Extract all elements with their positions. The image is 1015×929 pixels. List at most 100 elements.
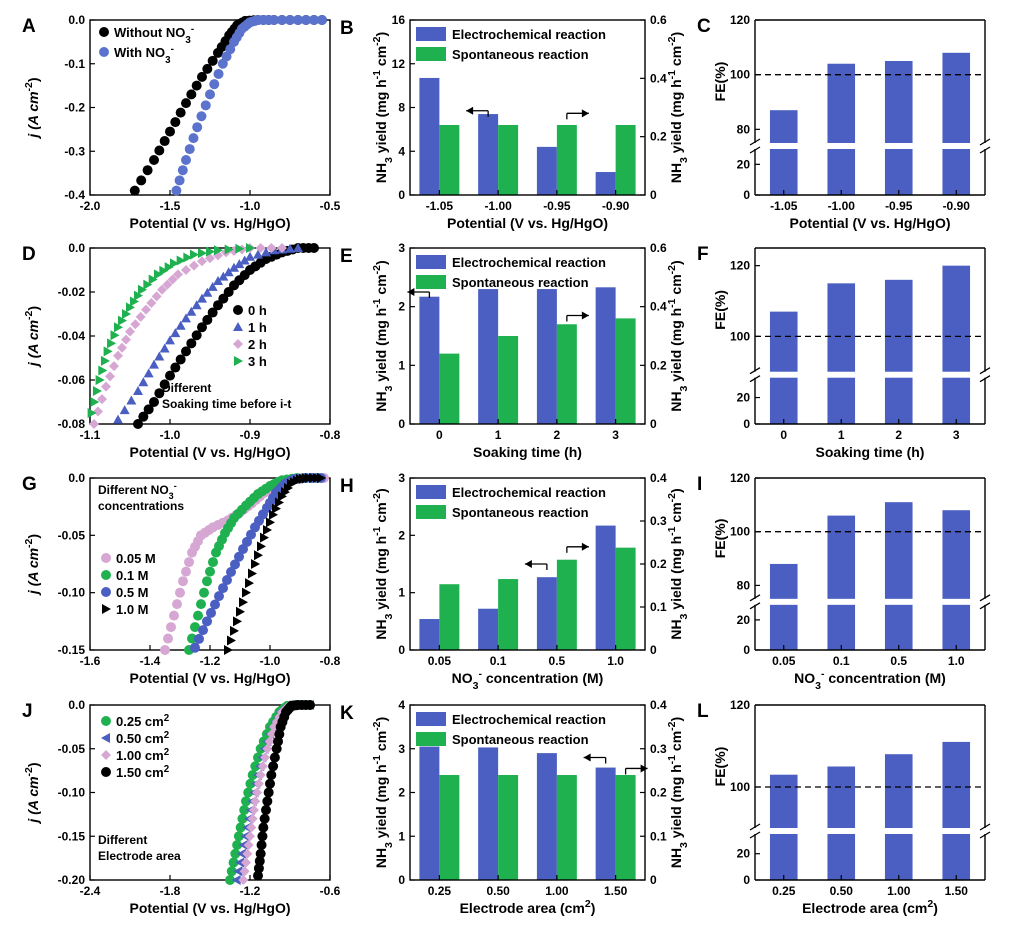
- y-axis-title: j (A cm-2): [23, 534, 41, 596]
- legend-swatch: [416, 275, 446, 289]
- data-point: [129, 185, 140, 196]
- y-tick-label: 100: [730, 329, 750, 343]
- annotation-text: Different: [98, 833, 147, 847]
- y-tick-label: 2: [398, 300, 405, 314]
- axis-break-mark: [749, 602, 761, 610]
- legend-marker: [102, 604, 111, 614]
- data-point: [239, 866, 250, 877]
- data-point: [136, 175, 147, 186]
- legend-label: Electrochemical reaction: [452, 27, 606, 42]
- data-point: [138, 377, 149, 387]
- fe-bar: [769, 311, 798, 372]
- x-tick-label: -0.8: [320, 654, 341, 668]
- data-point: [125, 326, 135, 337]
- bar-electrochemical: [536, 289, 557, 424]
- panel-letter: K: [340, 703, 354, 724]
- data-point: [263, 524, 272, 535]
- x-tick-label: 1.0: [607, 654, 624, 668]
- data-point: [260, 532, 269, 543]
- data-point: [255, 243, 266, 253]
- x-tick-label: 1.00: [545, 884, 569, 898]
- data-point: [254, 856, 265, 867]
- data-point: [256, 840, 267, 850]
- data-point: [242, 848, 253, 859]
- data-point: [266, 517, 275, 528]
- data-point: [317, 15, 327, 25]
- fe-bar: [769, 110, 798, 143]
- y2-tick-label: 0: [650, 643, 657, 657]
- x-axis-title: Potential (V vs. Hg/HgO): [129, 215, 290, 231]
- axis-break-mark: [979, 831, 991, 839]
- data-point: [197, 71, 207, 82]
- axis-arrow-head: [581, 311, 589, 320]
- x-tick-label: 0.50: [486, 884, 510, 898]
- data-point: [191, 300, 202, 310]
- data-point: [170, 362, 181, 373]
- y-tick-label: 0.0: [68, 698, 85, 712]
- axis-arrow-head: [407, 288, 415, 296]
- axis-arrow-head: [640, 764, 648, 773]
- x-tick-label: -1.05: [426, 199, 454, 213]
- y-tick-label: 120: [730, 698, 750, 712]
- data-point: [249, 805, 259, 815]
- data-point: [186, 338, 197, 349]
- data-point: [181, 566, 191, 577]
- data-point: [228, 857, 239, 868]
- data-point: [122, 309, 131, 319]
- x-tick-label: -0.9: [240, 428, 261, 442]
- y-tick-label: 0: [743, 417, 750, 431]
- data-point: [255, 848, 266, 859]
- x-tick-label: -1.1: [80, 428, 101, 442]
- y-tick-label: -0.08: [58, 417, 86, 431]
- legend-label: 0.1 M: [116, 568, 149, 583]
- x-tick-label: 0.5: [549, 654, 566, 668]
- x-tick-label: -1.0: [260, 654, 281, 668]
- data-point: [197, 256, 207, 267]
- fe-bar: [827, 834, 856, 880]
- data-point: [199, 587, 209, 598]
- data-point: [196, 111, 207, 122]
- x-tick-label: -1.4: [140, 654, 161, 668]
- y-tick-label: 0: [398, 188, 405, 202]
- y-axis-title: j (A cm-2): [23, 77, 41, 139]
- y2-tick-label: 0.2: [650, 786, 667, 800]
- x-tick-label: 0.25: [428, 884, 452, 898]
- x-tick-label: 1.50: [945, 884, 969, 898]
- data-point: [247, 813, 258, 824]
- fe-bar: [942, 604, 971, 650]
- axis-break-mark: [979, 375, 991, 383]
- data-point: [209, 79, 220, 90]
- y2-tick-label: 0.1: [650, 829, 667, 843]
- y2-tick-label: 0.2: [650, 557, 667, 571]
- y2-tick-label: 0.2: [650, 130, 667, 144]
- x-axis-title: NO3- concentration (M): [794, 668, 946, 692]
- annotation-text: concentrations: [98, 499, 184, 513]
- legend-label: 0.05 M: [116, 551, 156, 566]
- panel-G: G -1.6 -1.4 -1.2 -1.0 -0.8 0.0 -0.05 -0.10 -0.15 P…: [22, 471, 341, 686]
- data-point: [164, 262, 174, 273]
- bar-spontaneous: [439, 775, 460, 880]
- data-point: [238, 840, 248, 850]
- data-point: [148, 274, 158, 285]
- x-axis-title: Soaking time (h): [473, 444, 582, 460]
- legend-swatch: [416, 47, 446, 61]
- data-point: [277, 15, 287, 25]
- data-point: [234, 551, 244, 562]
- data-point: [188, 133, 199, 144]
- data-point: [149, 155, 159, 165]
- legend-label: 3 h: [248, 354, 267, 369]
- annotation-text: Different: [162, 381, 211, 395]
- plot-frame: [409, 247, 646, 425]
- y2-tick-label: 0: [650, 873, 657, 887]
- data-point: [184, 144, 195, 155]
- data-point: [260, 752, 271, 763]
- legend-label: 1.00 cm2: [116, 747, 170, 764]
- data-point: [181, 265, 191, 275]
- panel-letter: I: [697, 474, 702, 495]
- x-axis-title: Soaking time (h): [816, 444, 925, 460]
- data-point: [171, 185, 182, 196]
- legend-swatch: [416, 27, 446, 41]
- x-tick-label: -0.6: [320, 884, 341, 898]
- data-point: [191, 330, 202, 341]
